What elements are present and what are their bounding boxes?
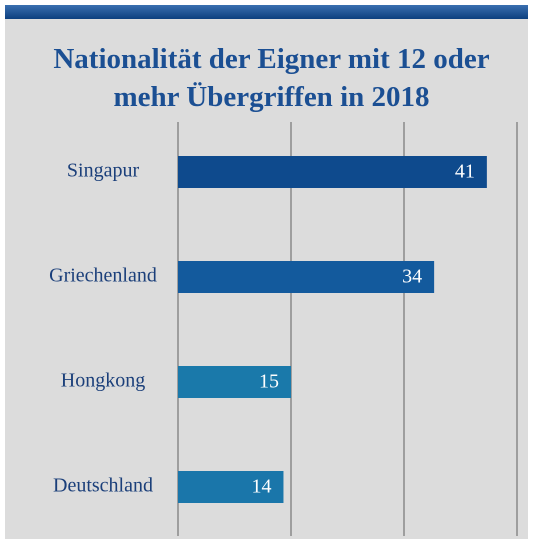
category-label: Singapur: [67, 160, 140, 182]
value-label: 41: [455, 161, 475, 183]
header-band: [5, 5, 528, 19]
value-label: 34: [402, 266, 422, 288]
value-label: 14: [251, 476, 271, 498]
bar: [178, 471, 284, 503]
bar: [178, 156, 487, 188]
chart-title: Nationalität der Eigner mit 12 oder mehr…: [53, 43, 490, 113]
category-label: Hongkong: [61, 370, 145, 392]
category-label: Griechenland: [49, 265, 157, 287]
value-label: 15: [259, 371, 279, 393]
bar: [178, 366, 291, 398]
category-label: Deutschland: [53, 475, 153, 497]
bar: [178, 261, 435, 293]
